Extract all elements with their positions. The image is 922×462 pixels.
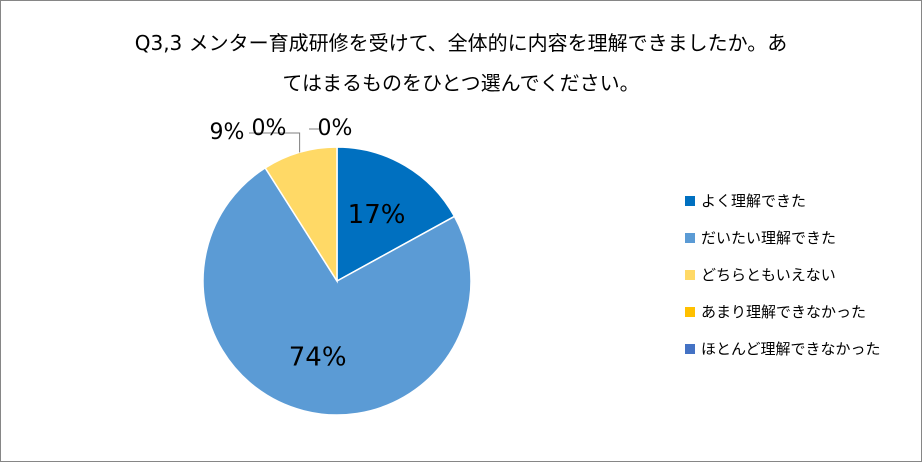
chart-title-line-2: てはまるものをひとつ選んでください。 [282,71,640,95]
pie-slices [202,146,472,416]
data-label-5: 0% [318,116,353,141]
data-label-3: 9% [210,120,245,145]
legend-label: ほとんど理解できなかった [701,340,881,358]
legend-swatch [685,270,695,280]
legend-label: どちらともいえない [701,266,836,284]
legend-label: あまり理解できなかった [701,303,867,321]
legend-swatch [685,233,695,243]
leader-lines [249,128,319,153]
legend-label: よく理解できた [701,192,807,210]
legend-label: だいたい理解できた [701,229,837,247]
legend-swatch [685,307,695,317]
data-label-4: 0% [252,116,287,141]
leader-line-3 [249,132,301,153]
data-labels: 17% 74% 9% 0% 0% [210,116,406,372]
pie-slice-1 [336,146,456,283]
data-label-1: 17% [348,200,406,230]
data-label-2: 74% [289,342,347,372]
chart-title: Q3,3 メンター育成研修を受けて、全体的に内容を理解できましたか。あ てはまる… [61,23,861,103]
pie-slice-2 [202,166,472,416]
chart-title-line-1: Q3,3 メンター育成研修を受けて、全体的に内容を理解できましたか。あ [134,31,788,55]
legend-swatch [685,196,695,206]
legend-swatch [685,344,695,354]
